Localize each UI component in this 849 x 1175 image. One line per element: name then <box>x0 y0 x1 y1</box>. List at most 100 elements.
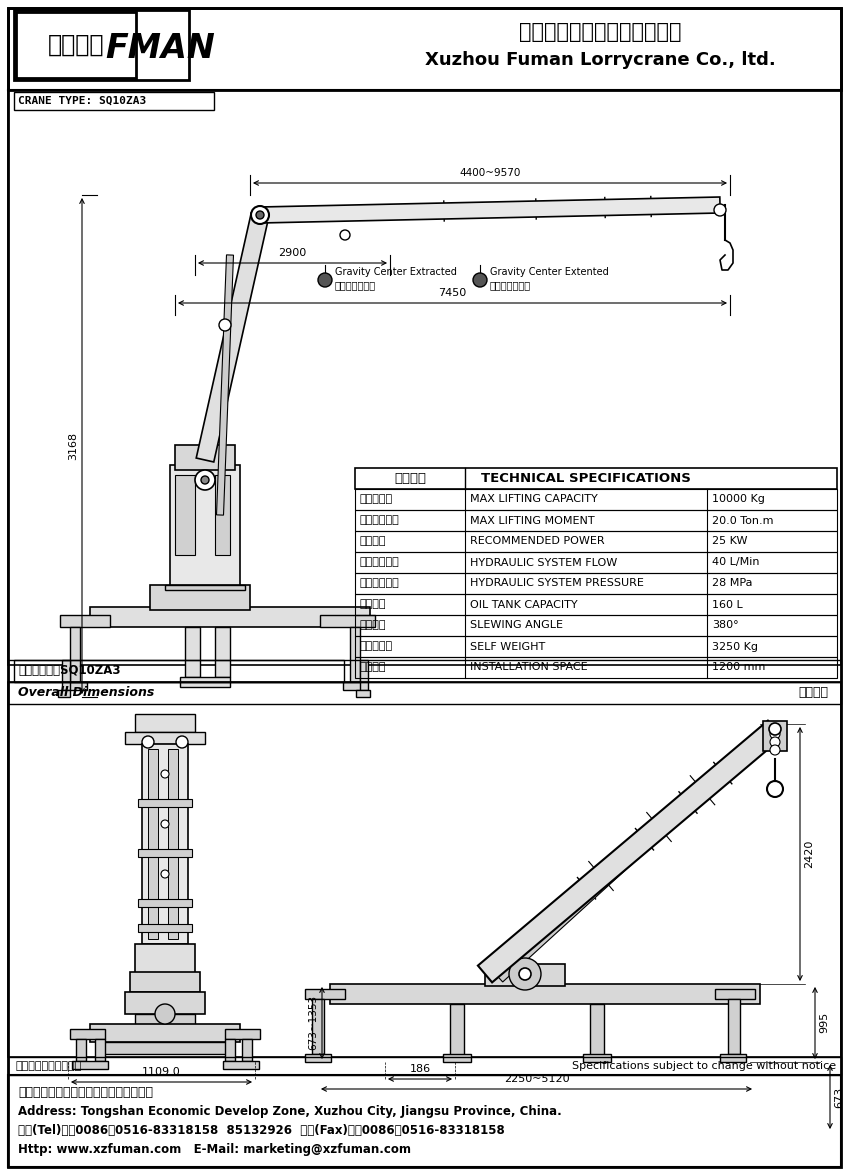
Bar <box>138 924 192 932</box>
Text: SELF WEIGHT: SELF WEIGHT <box>470 642 545 651</box>
Bar <box>450 1003 464 1059</box>
Text: 全缩回重心位置: 全缩回重心位置 <box>335 280 376 290</box>
Bar <box>355 489 837 510</box>
Bar <box>8 660 841 681</box>
Bar <box>148 748 158 939</box>
Text: Xuzhou Fuman Lorrycrane Co., ltd.: Xuzhou Fuman Lorrycrane Co., ltd. <box>424 51 775 69</box>
Text: 160 L: 160 L <box>712 599 743 610</box>
Text: CRANE TYPE: SQ10ZA3: CRANE TYPE: SQ10ZA3 <box>18 96 146 106</box>
Circle shape <box>161 770 169 778</box>
Text: 最大起重量: 最大起重量 <box>360 495 393 504</box>
Polygon shape <box>196 213 269 462</box>
Text: 全伸出重心位置: 全伸出重心位置 <box>490 280 531 290</box>
Bar <box>135 944 195 974</box>
Text: 技术参数: 技术参数 <box>394 472 426 485</box>
Bar <box>583 1054 611 1062</box>
Text: RECOMMENDED POWER: RECOMMENDED POWER <box>470 537 604 546</box>
Bar <box>95 1039 105 1061</box>
Text: 2900: 2900 <box>278 248 306 258</box>
Text: MAX LIFTING MOMENT: MAX LIFTING MOMENT <box>470 516 594 525</box>
Bar <box>60 615 110 627</box>
Text: Gravity Center Extented: Gravity Center Extented <box>490 267 609 277</box>
Text: 起重机自重: 起重机自重 <box>360 642 393 651</box>
Bar <box>320 615 375 627</box>
Bar <box>330 983 760 1003</box>
Bar <box>355 636 837 657</box>
Bar <box>168 748 178 939</box>
Bar <box>223 1061 259 1069</box>
Bar <box>355 510 837 531</box>
Text: 地址：江苏省徐州市铜山高新技术开发区: 地址：江苏省徐州市铜山高新技术开发区 <box>18 1087 153 1100</box>
Text: 液压系统压力: 液压系统压力 <box>360 578 400 589</box>
Bar <box>138 850 192 857</box>
Bar <box>215 627 230 677</box>
Text: 徐州福曼: 徐州福曼 <box>48 33 104 58</box>
Text: Address: Tongshan Economic Develop Zone, Xuzhou City, Jiangsu Province, China.: Address: Tongshan Economic Develop Zone,… <box>18 1106 562 1119</box>
Text: 起重机型号：SQ10ZA3: 起重机型号：SQ10ZA3 <box>18 665 121 678</box>
Bar <box>135 1014 195 1029</box>
Bar <box>242 1039 252 1061</box>
Text: 28 MPa: 28 MPa <box>712 578 752 589</box>
Bar <box>590 1003 604 1059</box>
Bar <box>135 714 195 732</box>
Bar <box>90 1023 240 1042</box>
Bar <box>125 732 205 744</box>
Circle shape <box>201 476 209 484</box>
Circle shape <box>340 230 350 240</box>
Text: 1200 mm: 1200 mm <box>712 663 766 672</box>
Bar <box>14 92 214 110</box>
Text: 技术更改恕不另行通知: 技术更改恕不另行通知 <box>16 1061 82 1070</box>
Polygon shape <box>478 720 782 982</box>
Circle shape <box>251 206 269 224</box>
Bar <box>343 682 367 690</box>
Bar <box>225 1029 260 1039</box>
Polygon shape <box>260 197 720 223</box>
Text: 673: 673 <box>834 1087 844 1108</box>
Bar <box>16 12 136 78</box>
Bar <box>312 999 324 1054</box>
Bar <box>356 690 370 697</box>
Bar <box>355 531 837 552</box>
Text: 徐州福曼随车起重机有限公司: 徐州福曼随车起重机有限公司 <box>519 22 681 42</box>
Bar <box>14 660 344 681</box>
Bar <box>720 1054 746 1062</box>
Bar <box>728 999 740 1054</box>
Bar <box>355 552 837 573</box>
Text: 3168: 3168 <box>68 432 78 461</box>
Bar <box>90 607 370 627</box>
Bar <box>76 1039 86 1061</box>
Text: 7450: 7450 <box>438 288 467 298</box>
Bar <box>8 1058 841 1075</box>
Bar <box>175 445 235 470</box>
Circle shape <box>318 273 332 287</box>
Bar <box>58 690 70 697</box>
Text: OIL TANK CAPACITY: OIL TANK CAPACITY <box>470 599 577 610</box>
Bar <box>763 721 787 751</box>
Bar <box>8 90 841 665</box>
Text: HYDRAULIC SYSTEM PRESSURE: HYDRAULIC SYSTEM PRESSURE <box>470 578 644 589</box>
Text: 995: 995 <box>819 1012 829 1033</box>
Bar <box>165 585 245 590</box>
Circle shape <box>770 737 780 747</box>
Text: 液压系统流量: 液压系统流量 <box>360 557 400 568</box>
Bar <box>8 682 841 1058</box>
Circle shape <box>770 728 780 739</box>
Circle shape <box>770 745 780 756</box>
Text: Specifications subject to change without notice: Specifications subject to change without… <box>572 1061 836 1070</box>
Bar <box>72 1061 108 1069</box>
Text: HYDRAULIC SYSTEM FLOW: HYDRAULIC SYSTEM FLOW <box>470 557 617 568</box>
Circle shape <box>161 870 169 878</box>
Bar <box>70 627 80 682</box>
Circle shape <box>714 204 726 216</box>
Text: FMAN: FMAN <box>105 32 215 65</box>
Bar <box>215 475 230 555</box>
Text: TECHNICAL SPECIFICATIONS: TECHNICAL SPECIFICATIONS <box>481 472 691 485</box>
Bar <box>350 627 360 682</box>
Circle shape <box>509 958 541 991</box>
Bar <box>62 660 70 690</box>
Bar <box>8 1075 841 1167</box>
Text: INSTALLATION SPACE: INSTALLATION SPACE <box>470 663 588 672</box>
Bar <box>125 992 205 1014</box>
Bar <box>138 899 192 907</box>
Text: 673~1353: 673~1353 <box>308 994 318 1049</box>
